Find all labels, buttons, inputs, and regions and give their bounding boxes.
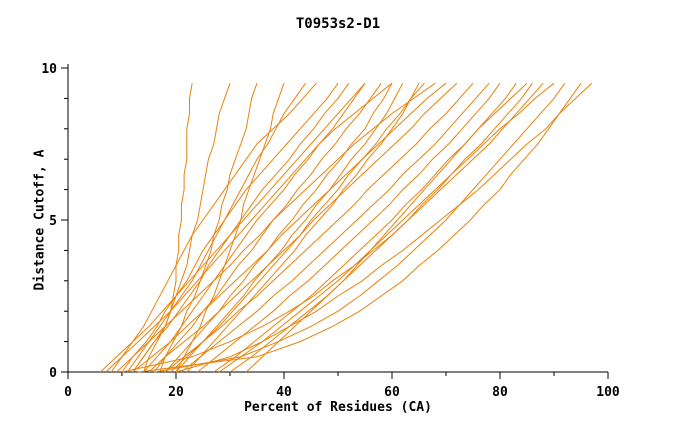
chart-title: T0953s2-D1 xyxy=(295,16,381,32)
model-curve xyxy=(154,82,566,373)
model-curve xyxy=(132,82,350,373)
model-curve xyxy=(153,82,382,373)
model-curve xyxy=(121,82,339,373)
model-curve xyxy=(159,83,258,373)
x-axis-label: Percent of Residues (CA) xyxy=(244,400,432,415)
model-curve xyxy=(245,82,528,373)
x-tick-label: 80 xyxy=(492,385,508,400)
x-tick-label: 100 xyxy=(596,385,620,400)
y-tick-label: 10 xyxy=(41,62,57,77)
y-tick-label: 5 xyxy=(49,214,57,229)
model-curve xyxy=(110,82,317,373)
model-curve xyxy=(116,82,436,373)
model-curve xyxy=(186,82,420,373)
model-curve xyxy=(164,82,393,373)
model-curve xyxy=(164,82,474,373)
model-curve xyxy=(126,82,307,373)
model-curve xyxy=(218,82,555,373)
model-curve xyxy=(197,82,501,373)
x-tick-label: 0 xyxy=(64,385,72,400)
model-curve xyxy=(100,82,366,373)
y-axis-label: Distance Cutoff, A xyxy=(32,149,48,291)
model-curve xyxy=(175,83,285,373)
y-tick-label: 0 xyxy=(49,366,57,381)
model-curve xyxy=(143,82,366,373)
x-tick-label: 60 xyxy=(384,385,400,400)
x-tick-label: 40 xyxy=(276,385,292,400)
model-curve xyxy=(148,82,458,373)
model-curve xyxy=(132,82,447,373)
model-curve xyxy=(175,82,593,373)
model-curve xyxy=(170,82,425,373)
x-tick-label: 20 xyxy=(168,385,184,400)
model-curve xyxy=(175,82,404,373)
model-curve xyxy=(143,83,231,373)
model-curve xyxy=(181,82,490,373)
model-curve xyxy=(105,82,393,373)
model-curve xyxy=(138,82,582,373)
model-curve xyxy=(121,82,544,373)
